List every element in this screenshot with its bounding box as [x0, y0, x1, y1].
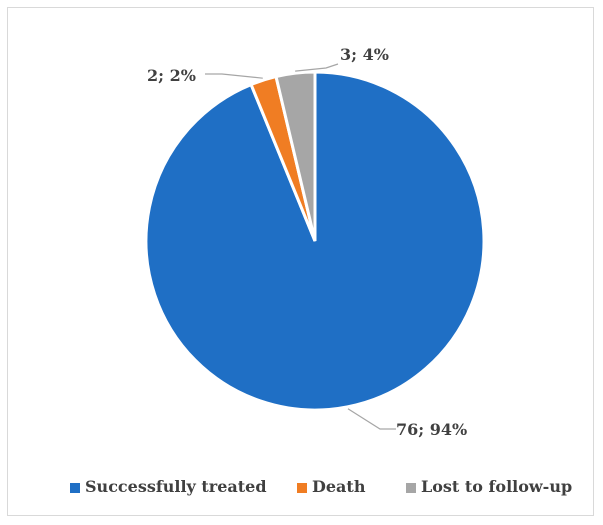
data-labels: 76; 94% 2; 2% 3; 4% [147, 45, 467, 439]
leader-line [347, 408, 396, 430]
data-label: 3; 4% [340, 45, 389, 64]
leader-line [205, 73, 263, 79]
leader-line [295, 63, 339, 72]
pie-slices [144, 70, 486, 412]
legend-label: Lost to follow-up [421, 477, 572, 496]
legend-swatch [70, 483, 80, 493]
chart-frame: 76; 94% 2; 2% 3; 4% Successfully treated De… [7, 7, 594, 516]
legend-swatch [406, 483, 416, 493]
leader-lines [205, 63, 396, 430]
legend-swatch [297, 483, 307, 493]
data-label: 2; 2% [147, 66, 196, 85]
pie-chart: 76; 94% 2; 2% 3; 4% Successfully treated De… [70, 45, 572, 496]
legend: Successfully treated Death Lost to follow-… [70, 477, 572, 496]
legend-label: Death [312, 477, 366, 496]
pie-slice-lost-to-follow-up [274, 70, 317, 242]
data-label: 76; 94% [396, 420, 467, 439]
legend-label: Successfully treated [85, 477, 267, 496]
